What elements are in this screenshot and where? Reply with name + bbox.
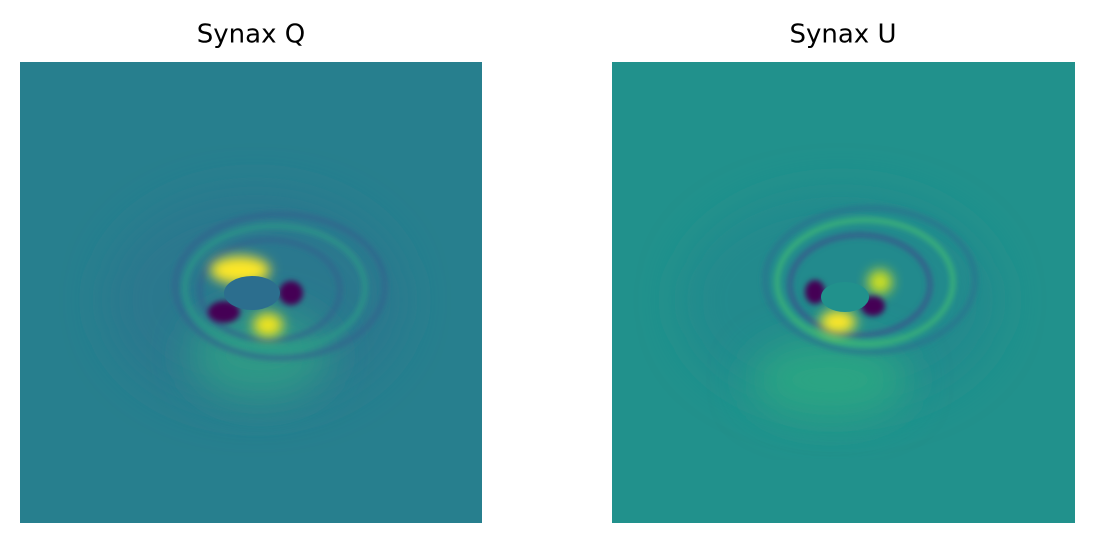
image-q xyxy=(20,62,482,523)
panel-title: Synax Q xyxy=(197,20,305,50)
image-u xyxy=(612,62,1075,523)
panel-title: Synax U xyxy=(790,20,897,50)
